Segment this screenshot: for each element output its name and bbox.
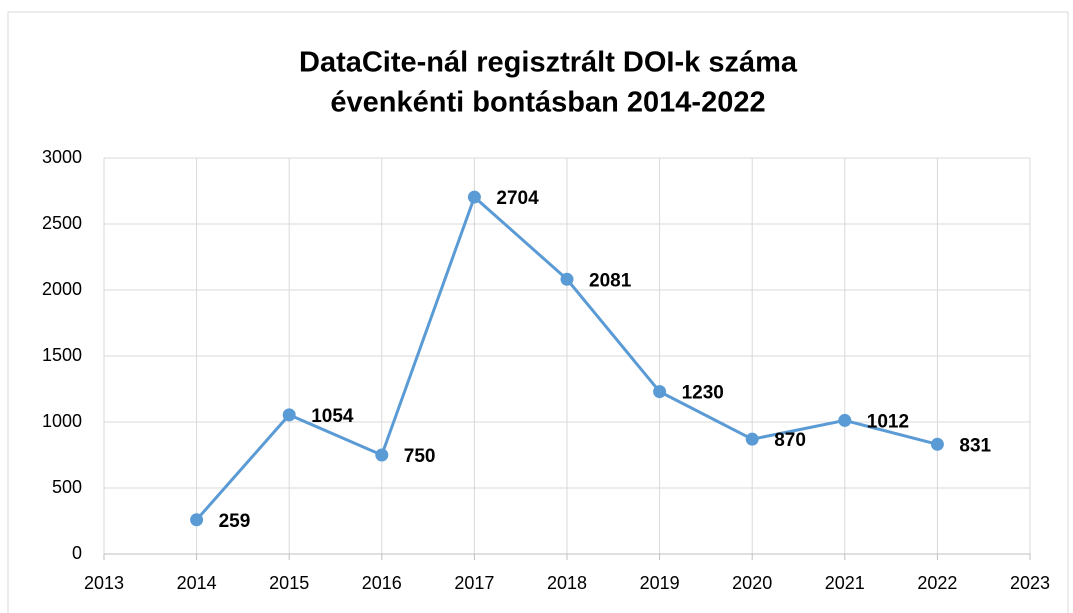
x-tick-label: 2015 [269,573,309,593]
y-tick-label: 1500 [42,345,82,365]
x-tick-label: 2018 [547,573,587,593]
x-tick-label: 2017 [454,573,494,593]
y-tick-label: 3000 [42,147,82,167]
data-label: 2704 [496,188,539,209]
data-label: 870 [774,430,806,451]
x-tick-label: 2020 [732,573,772,593]
chart-title: DataCite-nál regisztrált DOI-k száma [299,47,798,79]
data-label: 2081 [589,270,632,291]
point [375,448,389,462]
data-label: 259 [219,511,251,532]
point [560,272,574,286]
x-tick-label: 2023 [1010,573,1050,593]
y-tick-label: 0 [72,543,82,563]
point [467,190,481,204]
point [653,385,667,399]
x-tick-label: 2016 [362,573,402,593]
y-tick-label: 1000 [42,411,82,431]
y-tick-label: 500 [52,477,82,497]
y-tick-label: 2500 [42,213,82,233]
data-label: 831 [959,435,991,456]
x-tick-label: 2021 [825,573,865,593]
point [930,437,944,451]
data-label: 1230 [682,383,724,404]
x-tick-label: 2014 [177,573,217,593]
chart-title: évenkénti bontásban 2014-2022 [330,87,765,119]
x-tick-label: 2013 [84,573,124,593]
point [838,413,852,427]
chart-frame [7,11,1069,613]
point [745,432,759,446]
x-tick-label: 2022 [917,573,957,593]
data-label: 750 [404,446,436,467]
x-tick-label: 2019 [640,573,680,593]
data-label: 1054 [311,406,354,427]
data-label: 1012 [867,411,909,432]
point [190,513,204,527]
point [282,408,296,422]
y-tick-label: 2000 [42,279,82,299]
